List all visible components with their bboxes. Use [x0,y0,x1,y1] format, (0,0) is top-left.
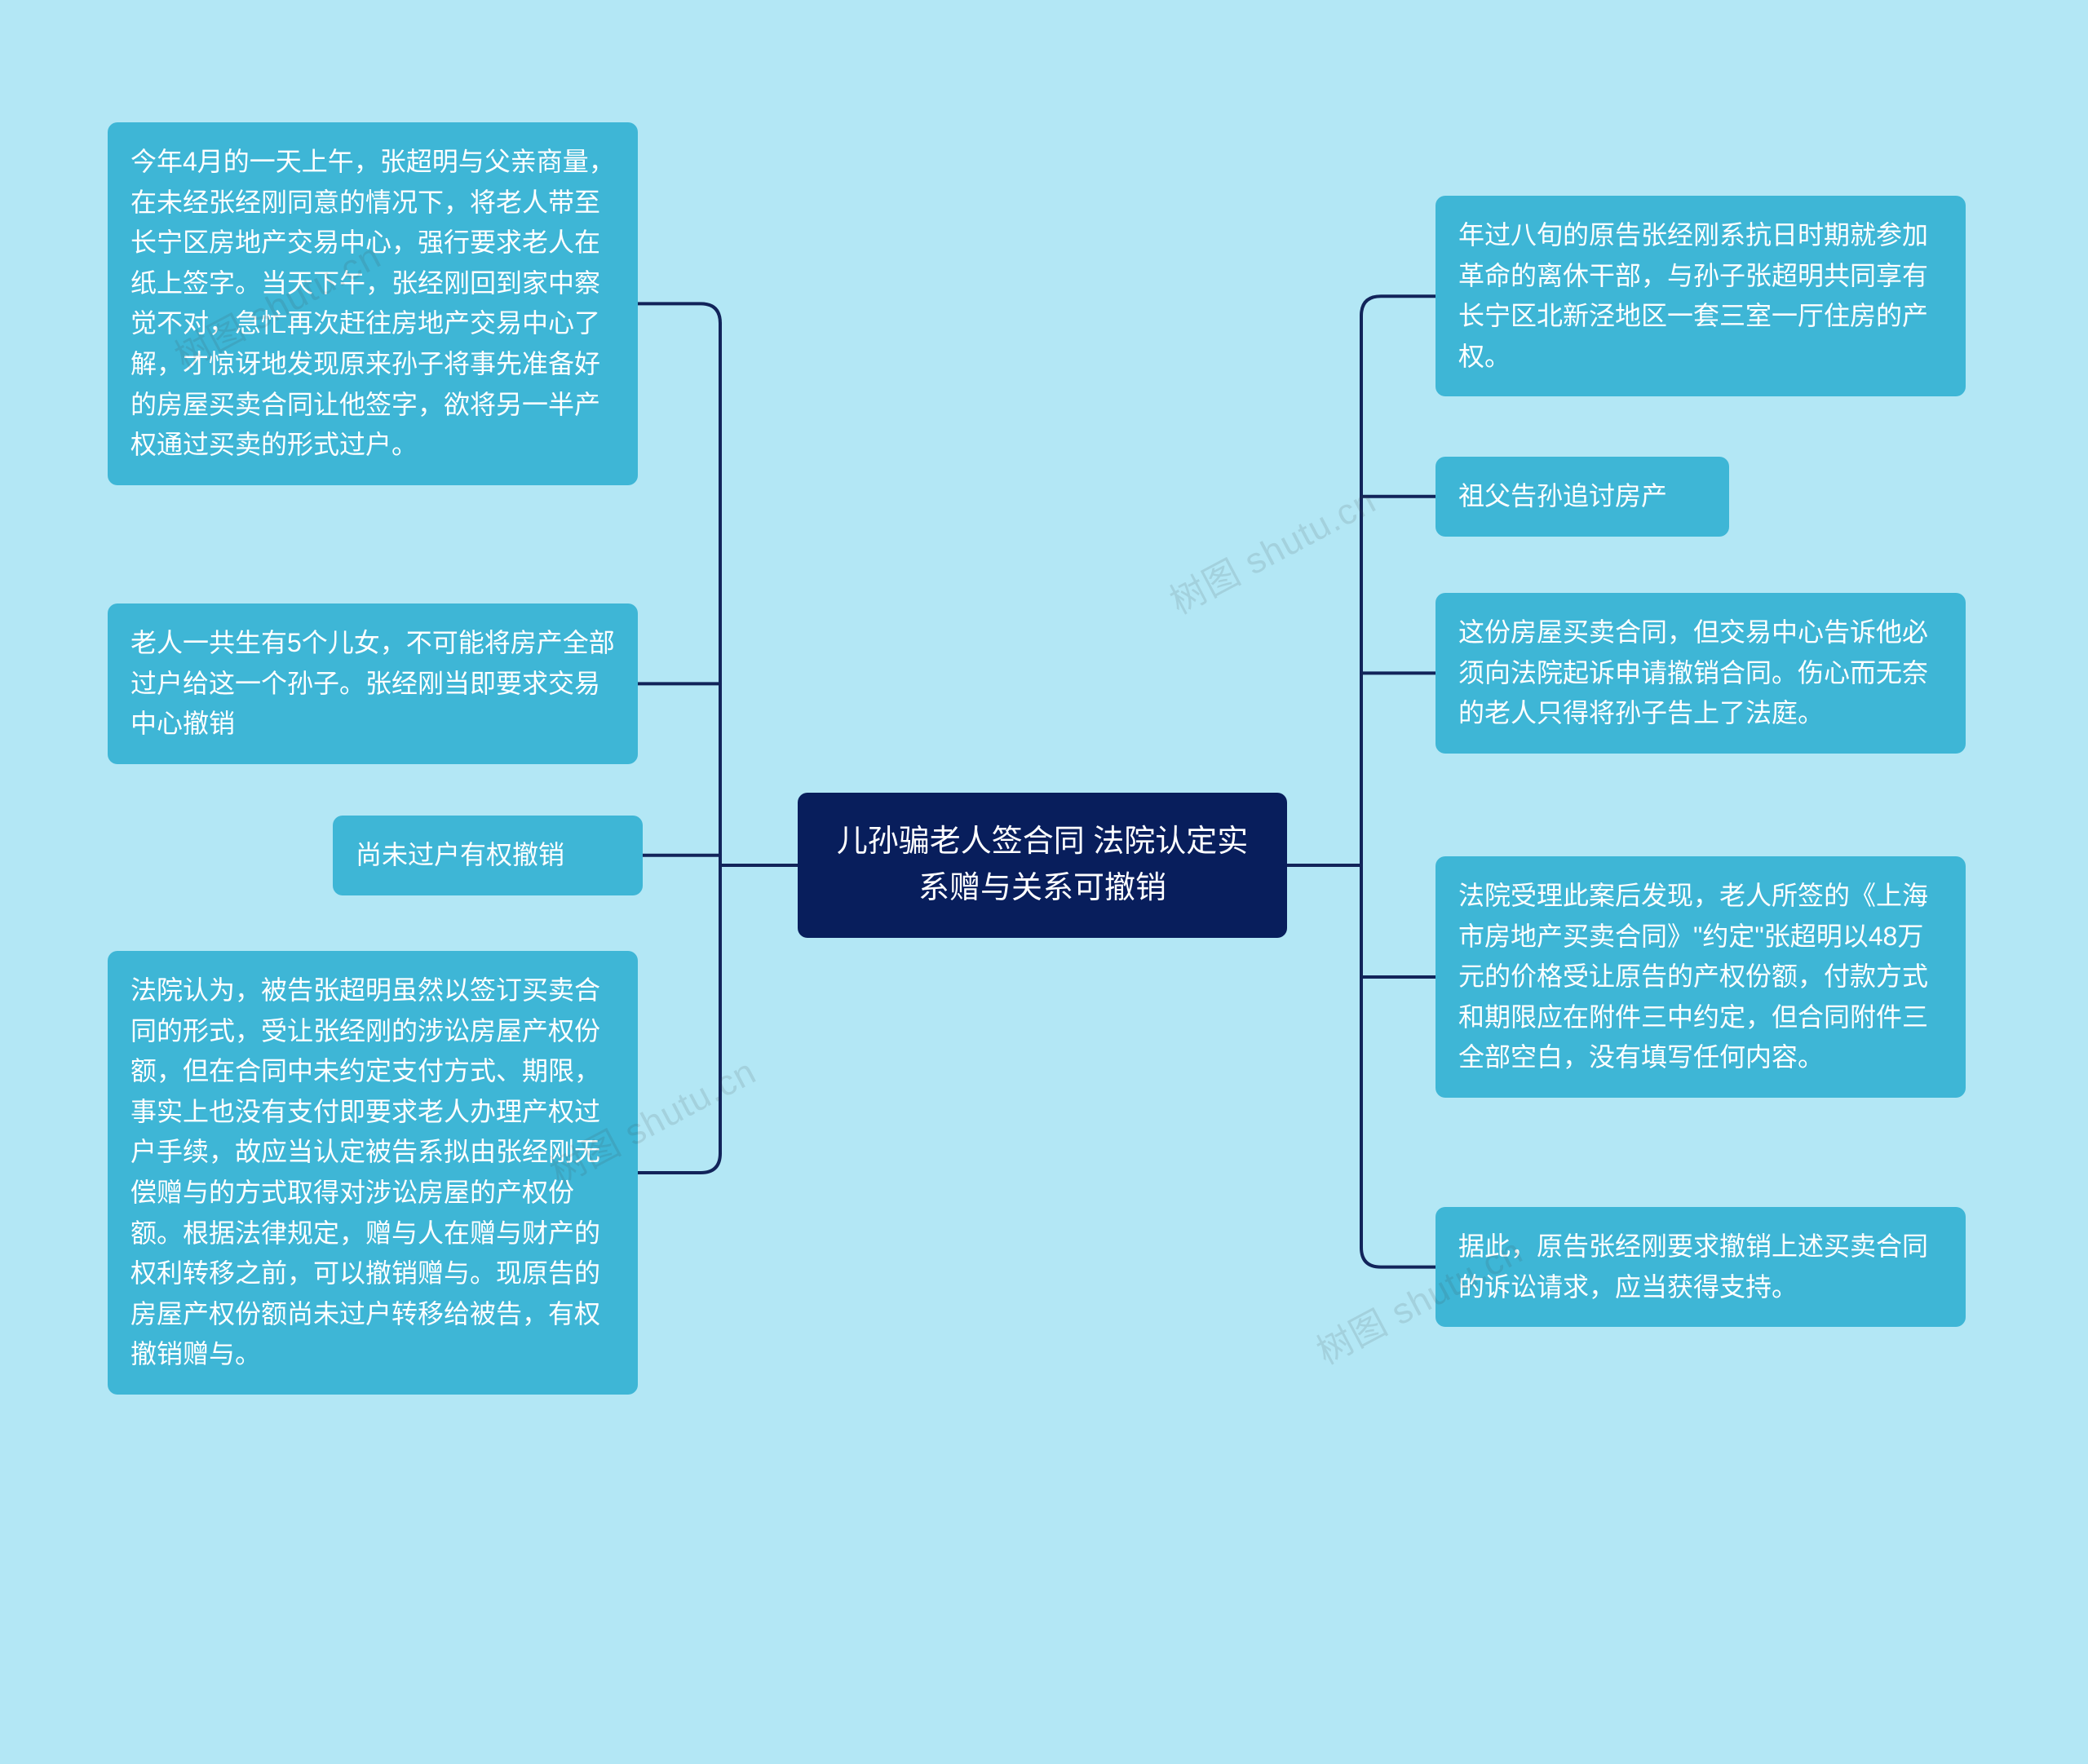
right-node-1: 年过八旬的原告张经刚系抗日时期就参加革命的离休干部，与孙子张超明共同享有长宁区北… [1436,196,1966,396]
watermark: 树图 shutu.cn [1159,472,1383,625]
left-node-3: 尚未过户有权撤销 [333,816,643,895]
left-node-1: 今年4月的一天上午，张超明与父亲商量，在未经张经刚同意的情况下，将老人带至长宁区… [108,122,638,485]
left-node-2: 老人一共生有5个儿女，不可能将房产全部过户给这一个孙子。张经刚当即要求交易中心撤… [108,603,638,764]
right-node-4: 法院受理此案后发现，老人所签的《上海市房地产买卖合同》"约定"张超明以48万元的… [1436,856,1966,1098]
right-node-2: 祖父告孙追讨房产 [1436,457,1729,537]
right-node-3: 这份房屋买卖合同，但交易中心告诉他必须向法院起诉申请撤销合同。伤心而无奈的老人只… [1436,593,1966,754]
center-topic: 儿孙骗老人签合同 法院认定实系赠与关系可撤销 [798,793,1287,938]
